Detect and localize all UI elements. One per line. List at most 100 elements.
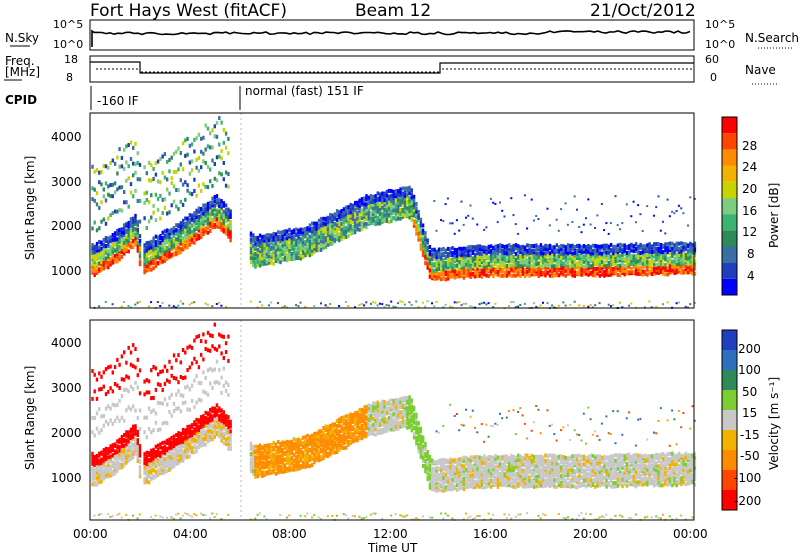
power-echo-3000 <box>680 241 682 245</box>
power-echo-2497 <box>581 254 583 258</box>
power-echo-1831 <box>449 258 451 262</box>
power-echo-323 <box>143 259 145 263</box>
velocity-echo-465 <box>164 382 166 386</box>
power-echo-1097 <box>295 248 297 252</box>
power-echo-2976 <box>676 242 678 246</box>
power-echo-1315 <box>343 232 345 236</box>
power-echo-626 <box>189 144 191 148</box>
velocity-echo-1657 <box>413 413 415 417</box>
power-echo-2695 <box>619 228 621 230</box>
power-echo-56 <box>98 180 100 184</box>
velocity-echo-149 <box>114 461 116 465</box>
velocity-echo-350 <box>148 480 150 484</box>
power-echo-780 <box>214 199 216 203</box>
velocity-echo-491 <box>168 438 170 442</box>
power-echo-940 <box>261 253 263 257</box>
nsearch-tick-top: 10^5 <box>705 18 735 31</box>
velocity-echo-496 <box>171 466 173 470</box>
power-echo-854 <box>225 203 227 207</box>
velocity-echo-170 <box>116 514 118 516</box>
power-echo-1745 <box>433 277 435 281</box>
velocity-echo-1767 <box>438 488 440 492</box>
power-echo-1884 <box>458 301 460 303</box>
power-echo-2388 <box>558 305 560 307</box>
power-echo-287 <box>134 162 136 166</box>
velocity-echo-454 <box>164 467 166 471</box>
power-echo-420 <box>157 160 159 164</box>
power-echo-1899 <box>463 268 465 272</box>
power-echo-759 <box>211 221 213 225</box>
velocity-echo-206 <box>123 461 125 465</box>
power-echo-2989 <box>678 205 680 207</box>
power-echo-805 <box>218 214 220 218</box>
power-echo-1155 <box>306 231 308 235</box>
velocity-echo-1643 <box>411 415 413 419</box>
velocity-echo-1229 <box>322 445 324 449</box>
velocity-echo-1226 <box>322 456 324 460</box>
power-echo-2815 <box>644 253 646 257</box>
power-echo-1760 <box>436 267 438 271</box>
power-echo-745 <box>209 222 211 226</box>
power-echo-795 <box>216 194 218 198</box>
power-echo-2583 <box>599 274 601 278</box>
velocity-echo-449 <box>162 422 164 426</box>
velocity-echo-1077 <box>288 440 290 444</box>
power-echo-95 <box>105 236 107 240</box>
power-echo-2926 <box>667 257 669 261</box>
power-echo-155 <box>114 190 116 194</box>
velocity-echo-377 <box>150 396 152 400</box>
power-echo-2842 <box>651 272 653 276</box>
velocity-echo-1798 <box>442 458 444 462</box>
nsky-trace <box>92 31 690 47</box>
velocity-echo-168 <box>116 444 118 448</box>
velocity-echo-1793 <box>442 476 444 480</box>
power-echo-799 <box>216 135 218 139</box>
velocity-echo-85 <box>103 385 105 389</box>
power-echo-2930 <box>667 242 669 246</box>
velocity-echo-12 <box>91 397 93 401</box>
power-echo-2523 <box>585 245 587 249</box>
power-echo-1836 <box>449 306 451 308</box>
power-echo-719 <box>205 213 207 217</box>
power-echo-1366 <box>354 230 356 234</box>
power-echo-2589 <box>599 255 601 259</box>
velocity-echo-716 <box>202 390 204 394</box>
power-echo-2941 <box>669 246 671 250</box>
power-echo-1196 <box>316 227 318 231</box>
velocity-echo-119 <box>109 465 111 469</box>
power-echo-2427 <box>567 260 569 264</box>
velocity-echo-1515 <box>383 423 385 427</box>
power-echo-1435 <box>368 211 370 215</box>
power-echo-727 <box>205 124 207 128</box>
power-echo-1965 <box>474 245 476 249</box>
velocity-echo-1566 <box>395 421 397 425</box>
velocity-echo-407 <box>155 388 157 392</box>
power-echo-2598 <box>601 260 603 264</box>
velocity-echo-143 <box>112 403 114 407</box>
velocity-echo-11 <box>91 416 93 420</box>
power-echo-2010 <box>483 229 485 231</box>
velocity-echo-896 <box>250 452 252 456</box>
power-echo-874 <box>229 238 231 242</box>
velocity-echo-585 <box>182 348 184 352</box>
power-echo-1122 <box>300 237 302 241</box>
power-echo-1744 <box>431 302 433 304</box>
velocity-echo-308 <box>139 472 141 476</box>
velocity-echo-1481 <box>374 513 376 515</box>
velocity-echo-1046 <box>282 440 284 444</box>
velocity-echo-616 <box>189 454 191 458</box>
power-echo-2818 <box>644 244 646 248</box>
power-echo-1018 <box>277 235 279 239</box>
velocity-echo-1037 <box>282 470 284 474</box>
velocity-echo-660 <box>193 339 195 343</box>
velocity-echo-201 <box>121 416 123 420</box>
power-echo-40 <box>96 202 98 206</box>
power-echo-794 <box>216 198 218 202</box>
power-echo-2203 <box>522 248 524 252</box>
power-echo-1718 <box>427 252 429 256</box>
power-echo-135 <box>112 243 114 247</box>
power-echo-2681 <box>617 248 619 252</box>
velocity-echo-1861 <box>456 474 458 478</box>
power-echo-2658 <box>612 251 614 255</box>
power-echo-1566 <box>395 204 397 208</box>
